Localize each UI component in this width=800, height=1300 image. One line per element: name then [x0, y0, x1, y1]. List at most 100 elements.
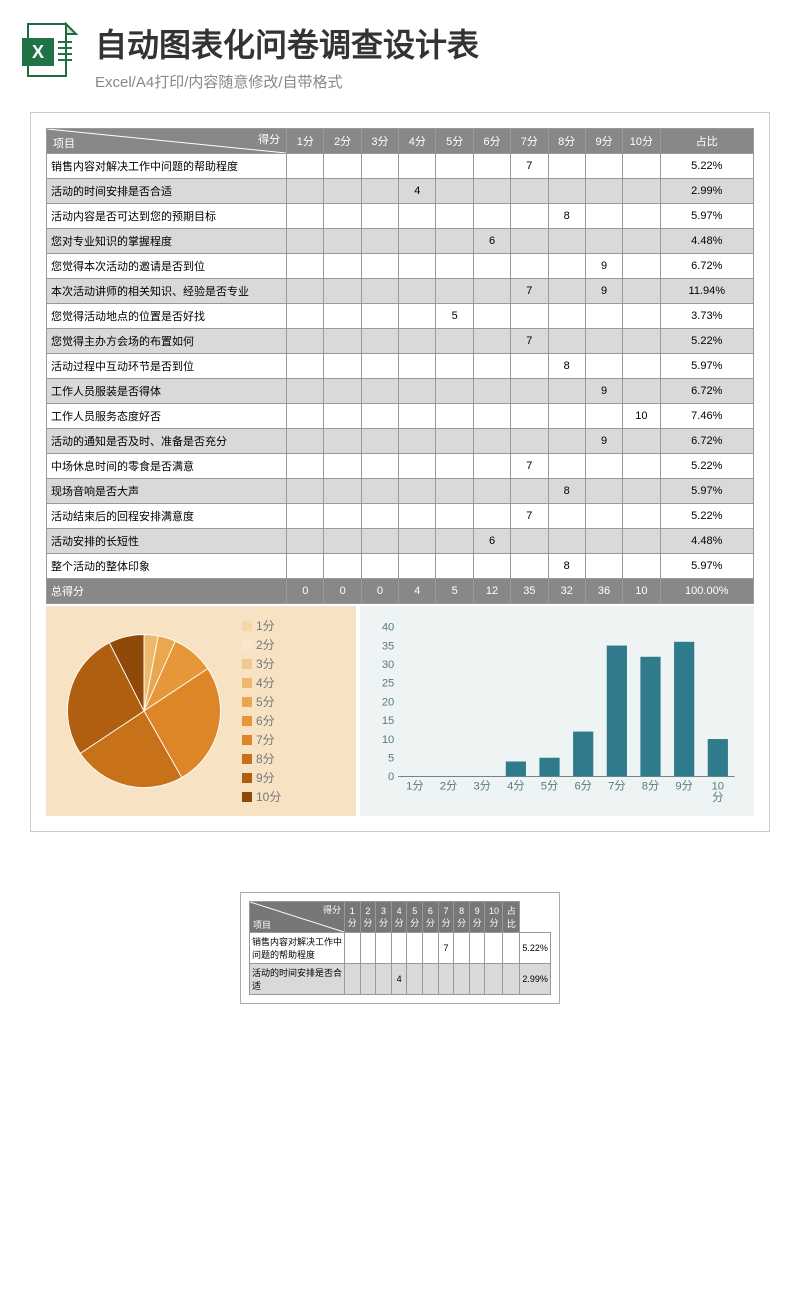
- total-row: 总得分000451235323610100.00%: [47, 579, 754, 604]
- cell: [361, 254, 398, 279]
- pct-cell: 5.22%: [660, 154, 753, 179]
- table-row: 活动的通知是否及时、准备是否充分96.72%: [47, 429, 754, 454]
- svg-text:分: 分: [712, 791, 723, 804]
- table-row: 活动结束后的回程安排满意度 7 5.22%: [47, 504, 754, 529]
- excel-file-icon: X: [20, 20, 80, 80]
- table-row: 现场音响是否大声 8 5.97%: [47, 479, 754, 504]
- cell: [436, 154, 473, 179]
- cell: [436, 179, 473, 204]
- header-item: 项目: [53, 135, 75, 151]
- cell: [623, 204, 660, 229]
- cell: [511, 179, 548, 204]
- cell: [436, 329, 473, 354]
- legend-swatch: [242, 773, 252, 783]
- cell: [324, 179, 361, 204]
- cell: 4: [399, 179, 436, 204]
- cell: [324, 329, 361, 354]
- cell: [548, 529, 585, 554]
- svg-text:2分: 2分: [440, 780, 457, 793]
- legend-swatch: [242, 792, 252, 802]
- cell: 7: [511, 504, 548, 529]
- svg-text:40: 40: [382, 622, 394, 634]
- cell: [511, 529, 548, 554]
- cell: [287, 504, 324, 529]
- cell: [473, 479, 510, 504]
- pct-cell: 5.97%: [660, 204, 753, 229]
- cell: 8: [548, 479, 585, 504]
- legend-item: 3分: [242, 655, 281, 672]
- cell: [585, 454, 622, 479]
- col-8: 8分: [548, 129, 585, 154]
- legend-label: 10分: [256, 788, 281, 805]
- cell: [287, 154, 324, 179]
- cell: 7: [511, 154, 548, 179]
- row-label: 活动的时间安排是否合适: [47, 179, 287, 204]
- cell: [361, 229, 398, 254]
- cell: [361, 279, 398, 304]
- cell: [399, 154, 436, 179]
- cell: [623, 454, 660, 479]
- cell: [585, 179, 622, 204]
- cell: [548, 154, 585, 179]
- row-label: 现场音响是否大声: [47, 479, 287, 504]
- cell: [511, 204, 548, 229]
- cell: 6: [473, 229, 510, 254]
- cell: [585, 329, 622, 354]
- table-row: 活动安排的长短性64.48%: [47, 529, 754, 554]
- cell: [399, 379, 436, 404]
- row-label: 活动安排的长短性: [47, 529, 287, 554]
- col-2: 2分: [324, 129, 361, 154]
- cell: [324, 354, 361, 379]
- cell: [287, 354, 324, 379]
- cell: [548, 454, 585, 479]
- col-5: 5分: [436, 129, 473, 154]
- svg-text:0: 0: [388, 771, 394, 783]
- legend-item: 6分: [242, 712, 281, 729]
- pct-cell: 5.97%: [660, 479, 753, 504]
- svg-text:30: 30: [382, 659, 394, 671]
- cell: 8: [548, 554, 585, 579]
- legend-item: 2分: [242, 636, 281, 653]
- cell: [324, 479, 361, 504]
- row-label: 活动结束后的回程安排满意度: [47, 504, 287, 529]
- cell: [623, 354, 660, 379]
- cell: [399, 504, 436, 529]
- cell: [399, 354, 436, 379]
- cell: [436, 204, 473, 229]
- table-row: 您觉得主办方会场的布置如何75.22%: [47, 329, 754, 354]
- legend-swatch: [242, 659, 252, 669]
- pct-cell: 5.97%: [660, 354, 753, 379]
- row-label: 您觉得主办方会场的布置如何: [47, 329, 287, 354]
- thumb-row: 销售内容对解决工作中问题的帮助程度75.22%: [250, 933, 551, 964]
- cell: [399, 329, 436, 354]
- cell: [436, 354, 473, 379]
- cell: [473, 254, 510, 279]
- cell: [361, 304, 398, 329]
- cell: [585, 529, 622, 554]
- pie-chart: [54, 621, 234, 801]
- pct-cell: 4.48%: [660, 229, 753, 254]
- legend-item: 4分: [242, 674, 281, 691]
- cell: [361, 504, 398, 529]
- cell: [399, 279, 436, 304]
- cell: [473, 154, 510, 179]
- svg-text:6分: 6分: [574, 780, 591, 793]
- pct-cell: 5.22%: [660, 504, 753, 529]
- pct-cell: 4.48%: [660, 529, 753, 554]
- cell: [585, 479, 622, 504]
- legend-label: 8分: [256, 750, 275, 767]
- legend-label: 2分: [256, 636, 275, 653]
- legend-swatch: [242, 735, 252, 745]
- cell: [361, 529, 398, 554]
- table-row: 您对专业知识的掌握程度64.48%: [47, 229, 754, 254]
- pct-cell: 2.99%: [660, 179, 753, 204]
- cell: [399, 479, 436, 504]
- cell: [361, 554, 398, 579]
- cell: [623, 329, 660, 354]
- pct-cell: 5.22%: [660, 329, 753, 354]
- cell: [324, 304, 361, 329]
- cell: [361, 204, 398, 229]
- cell: [473, 204, 510, 229]
- table-row: 活动的时间安排是否合适 4 2.99%: [47, 179, 754, 204]
- cell: [324, 379, 361, 404]
